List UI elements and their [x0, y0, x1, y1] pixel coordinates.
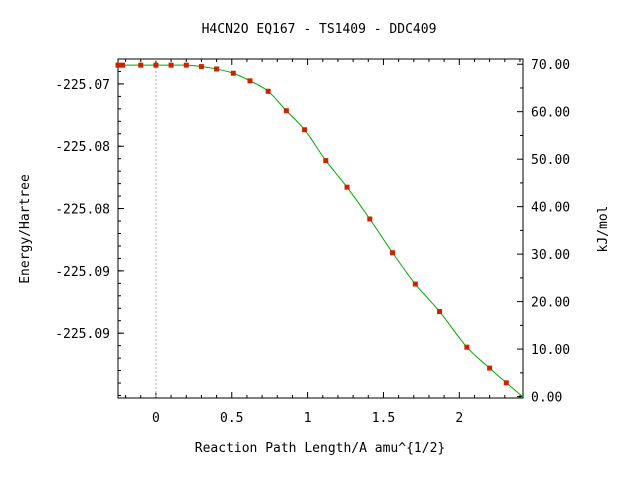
x-axis-label: Reaction Path Length/A amu^{1/2} [195, 441, 445, 456]
data-point [115, 62, 121, 68]
y2-tick-label: 30.00 [531, 248, 570, 263]
chart-title: H4CN2O EQ167 - TS1409 - DDC409 [202, 22, 437, 37]
data-point [198, 64, 204, 70]
data-point [153, 62, 159, 68]
data-point [503, 380, 509, 386]
data-point [138, 62, 144, 68]
data-point [120, 62, 126, 68]
y2-tick-label: 40.00 [531, 201, 570, 216]
y-tick-label: -225.08 [55, 203, 110, 218]
data-point [437, 309, 443, 315]
y-tick-label: -225.09 [55, 327, 110, 342]
y-tick-label: -225.09 [55, 265, 110, 280]
y2-tick-label: 50.00 [531, 153, 570, 168]
data-point [302, 127, 308, 133]
axes-layer: 0 0.5 1 1.5 2 -225.07 -225.08 -225.08 -225.09 -22… [55, 58, 570, 426]
data-layer [115, 59, 524, 398]
y2-tick-label: 20.00 [531, 296, 570, 311]
data-point [283, 108, 289, 114]
y2-tick-label: 70.00 [531, 58, 570, 73]
data-point [390, 250, 396, 256]
data-point [464, 344, 470, 350]
data-point [412, 281, 418, 287]
data-point [214, 66, 220, 72]
data-point [344, 184, 350, 190]
data-point [183, 62, 189, 68]
data-point [265, 88, 271, 94]
data-point [168, 62, 174, 68]
y2-axis-label: kJ/mol [596, 206, 611, 253]
x-tick-label: 1.5 [372, 411, 395, 426]
y2-tick-label: 60.00 [531, 106, 570, 121]
x-tick-label: 0.5 [220, 411, 243, 426]
plot-area [117, 58, 524, 399]
y-tick-label: -225.07 [55, 78, 110, 93]
data-point [367, 216, 373, 222]
y2-tick-label: 10.00 [531, 343, 570, 358]
data-point [247, 78, 253, 84]
y2-tick-label: 0.00 [531, 391, 562, 406]
x-tick-label: 0 [152, 411, 160, 426]
y-axis-label: Energy/Hartree [18, 174, 33, 284]
x-tick-label: 2 [455, 411, 463, 426]
data-point [323, 158, 329, 164]
data-point [230, 70, 236, 76]
y-tick-label: -225.08 [55, 140, 110, 155]
series-line [117, 64, 524, 398]
data-point [487, 365, 493, 371]
x-tick-label: 1 [304, 411, 312, 426]
